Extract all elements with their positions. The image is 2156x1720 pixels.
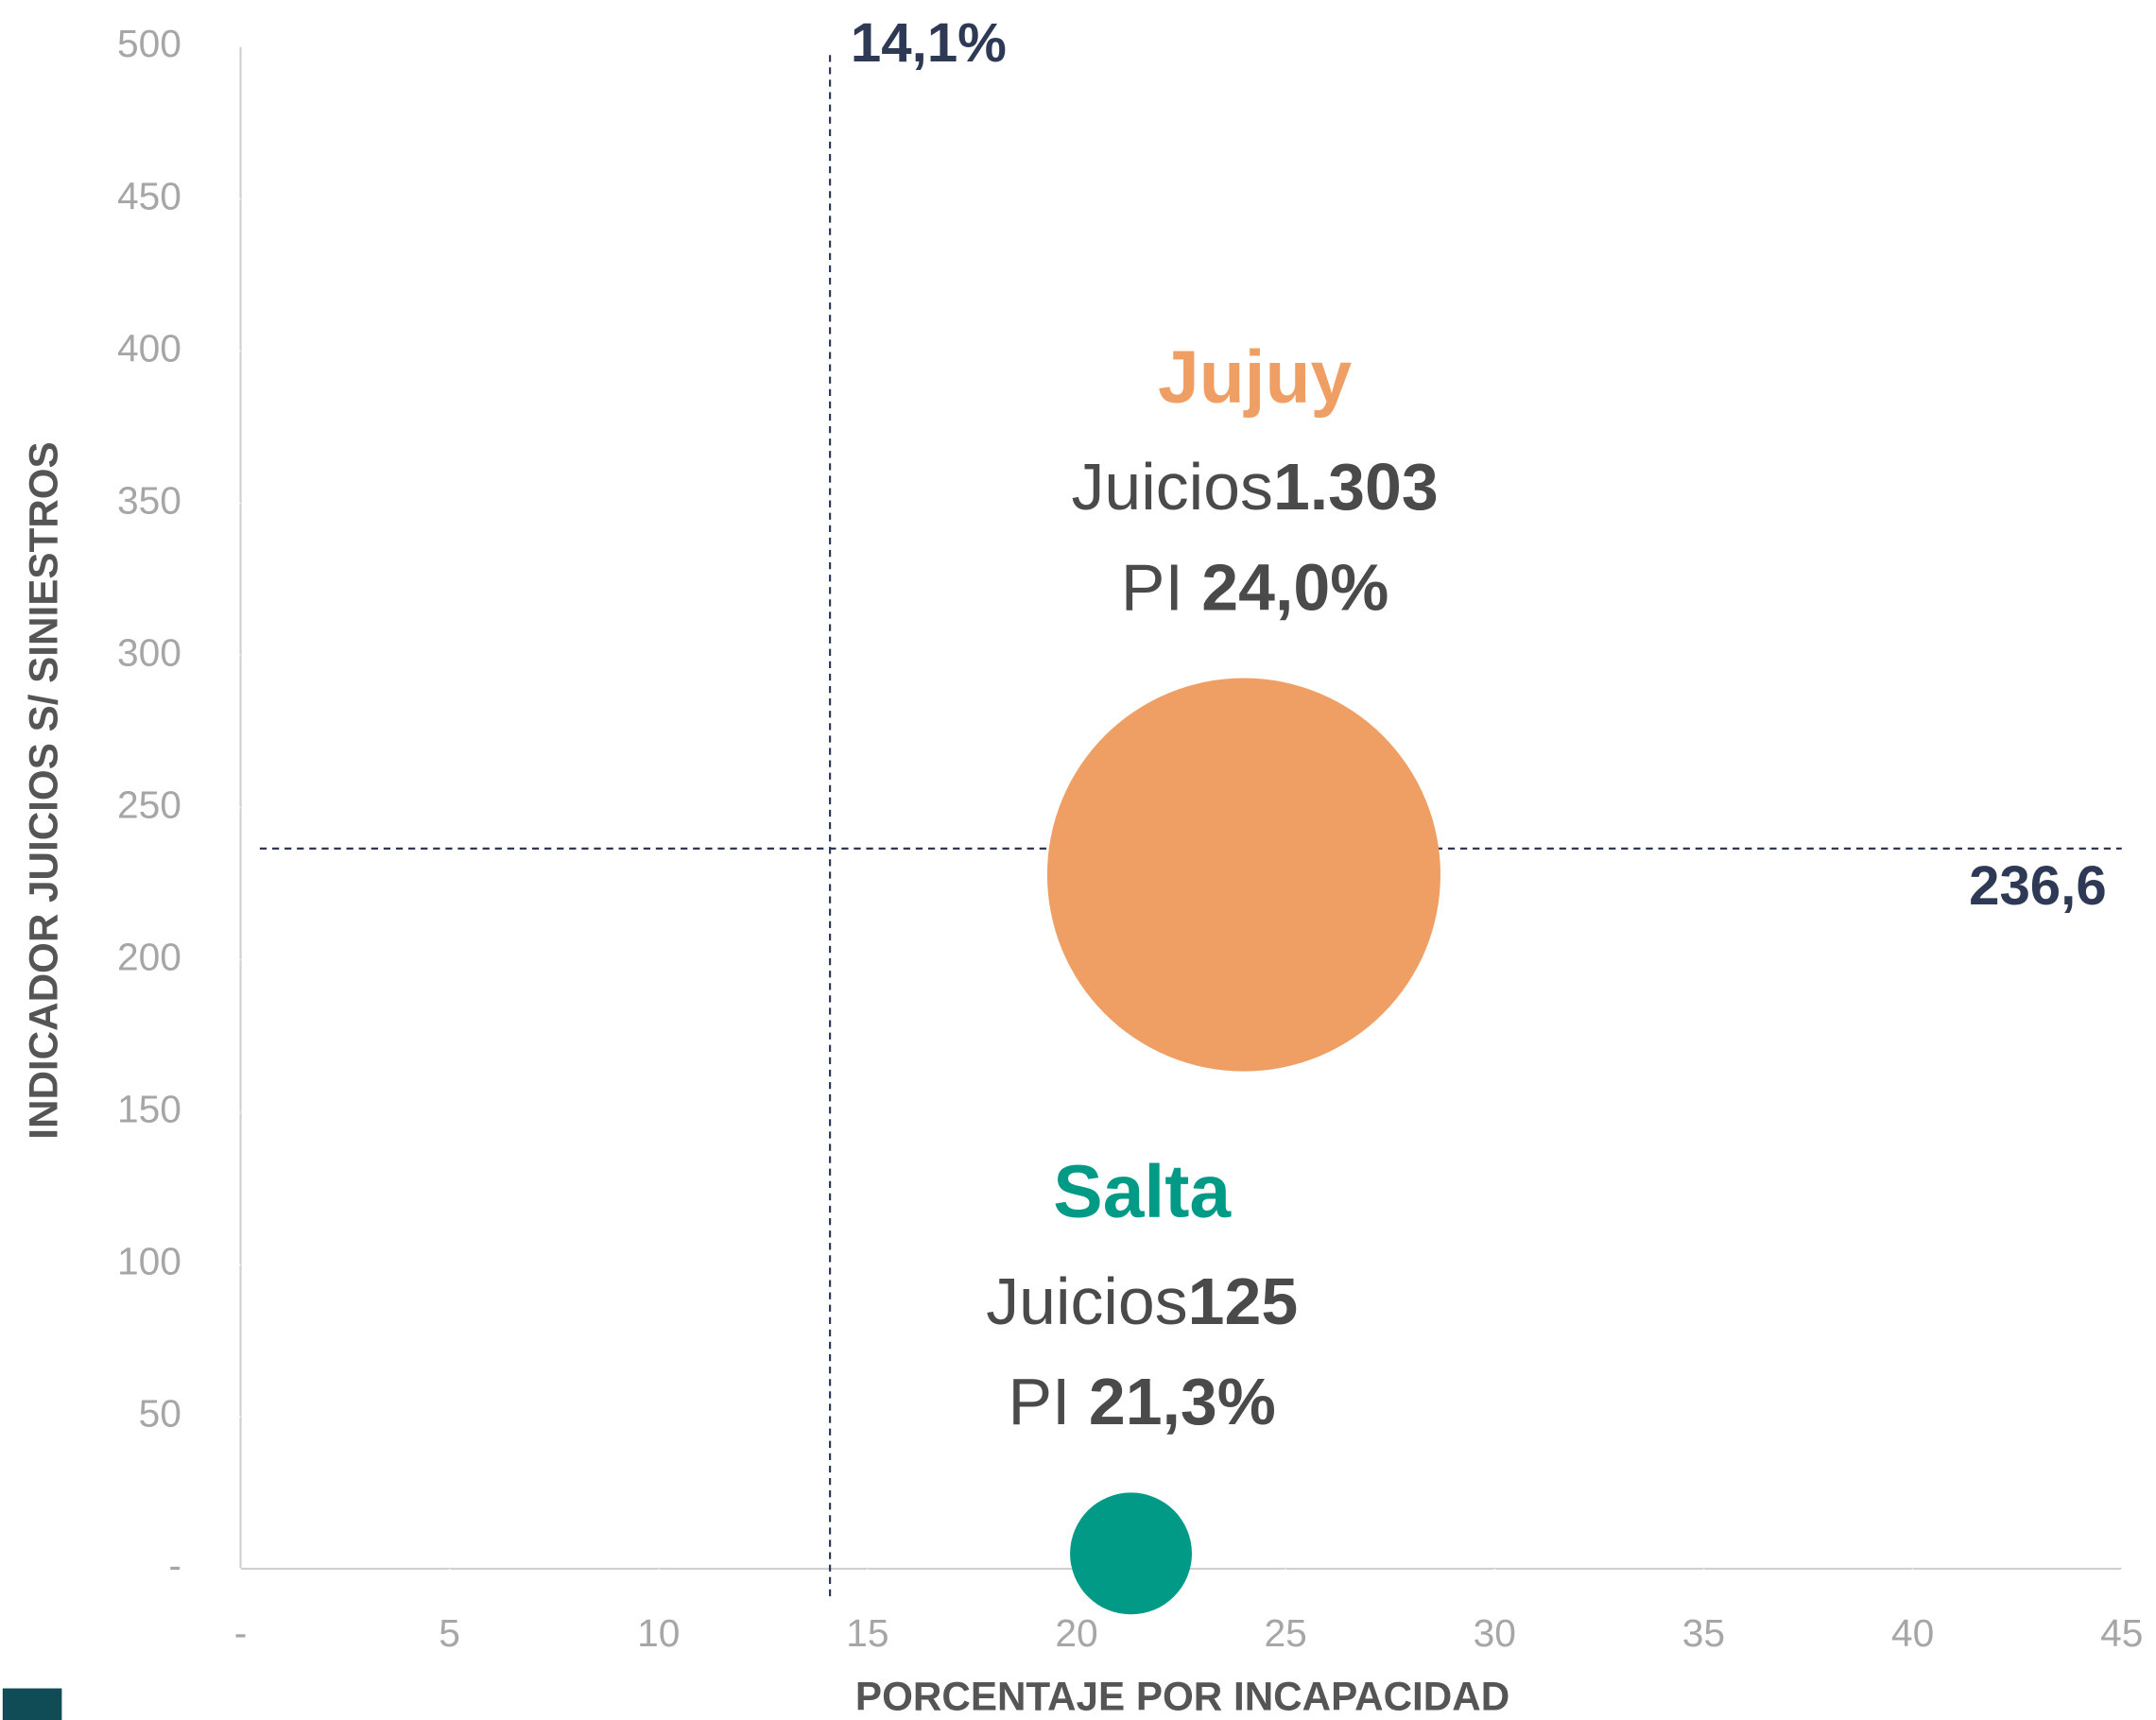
- y-tick-label: 200: [117, 936, 181, 979]
- x-tick-label: 20: [1055, 1611, 1097, 1655]
- size-prefix: Juicios: [986, 1264, 1187, 1338]
- y-tick-label: 150: [117, 1088, 181, 1131]
- x-axis-title: PORCENTAJE POR INCAPACIDAD: [855, 1674, 1509, 1718]
- x-label: PI 24,0%: [1121, 551, 1388, 625]
- size-value: 1.303: [1273, 451, 1439, 525]
- y-tick-label: 50: [139, 1392, 181, 1436]
- y-tick-label: -: [168, 1544, 181, 1588]
- x-prefix: PI: [1008, 1366, 1070, 1439]
- x-value: 21,3%: [1089, 1366, 1276, 1439]
- y-axis-title: INDICADOR JUICIOS S/ SINIESTROS: [22, 441, 66, 1139]
- x-prefix: PI: [1121, 551, 1183, 625]
- size-value: 125: [1188, 1264, 1299, 1338]
- x-tick-label: -: [234, 1611, 248, 1655]
- series-name: Jujuy: [1158, 335, 1352, 418]
- y-tick-label: 400: [117, 326, 181, 370]
- x-tick-label: 30: [1474, 1611, 1516, 1655]
- y-tick-label: 450: [117, 174, 181, 217]
- bubble: [1046, 678, 1440, 1072]
- size-label: Juicios125: [986, 1264, 1298, 1338]
- reference-label: 236,6: [1969, 855, 2107, 917]
- reference-label: 14,1%: [851, 12, 1007, 74]
- x-tick-label: 10: [637, 1611, 680, 1655]
- gap: [1183, 551, 1201, 625]
- bubble: [1070, 1492, 1192, 1615]
- series-name: Salta: [1053, 1149, 1232, 1232]
- x-tick-label: 5: [439, 1611, 460, 1655]
- x-tick-label: 40: [1891, 1611, 1934, 1655]
- x-label: PI 21,3%: [1008, 1366, 1275, 1439]
- x-value: 24,0%: [1201, 551, 1388, 625]
- y-tick-label: 300: [117, 630, 181, 674]
- size-prefix: Juicios: [1071, 451, 1272, 525]
- y-tick-label: 350: [117, 478, 181, 522]
- x-tick-label: 25: [1265, 1611, 1307, 1655]
- y-tick-label: 100: [117, 1240, 181, 1283]
- y-tick-label: 250: [117, 783, 181, 826]
- x-tick-label: 35: [1682, 1611, 1725, 1655]
- size-label: Juicios1.303: [1071, 451, 1438, 525]
- corner-mark: [2, 1688, 62, 1720]
- x-tick-label: 15: [846, 1611, 888, 1655]
- y-tick-label: 500: [117, 22, 181, 65]
- gap: [1070, 1366, 1088, 1439]
- x-tick-label: 45: [2100, 1611, 2143, 1655]
